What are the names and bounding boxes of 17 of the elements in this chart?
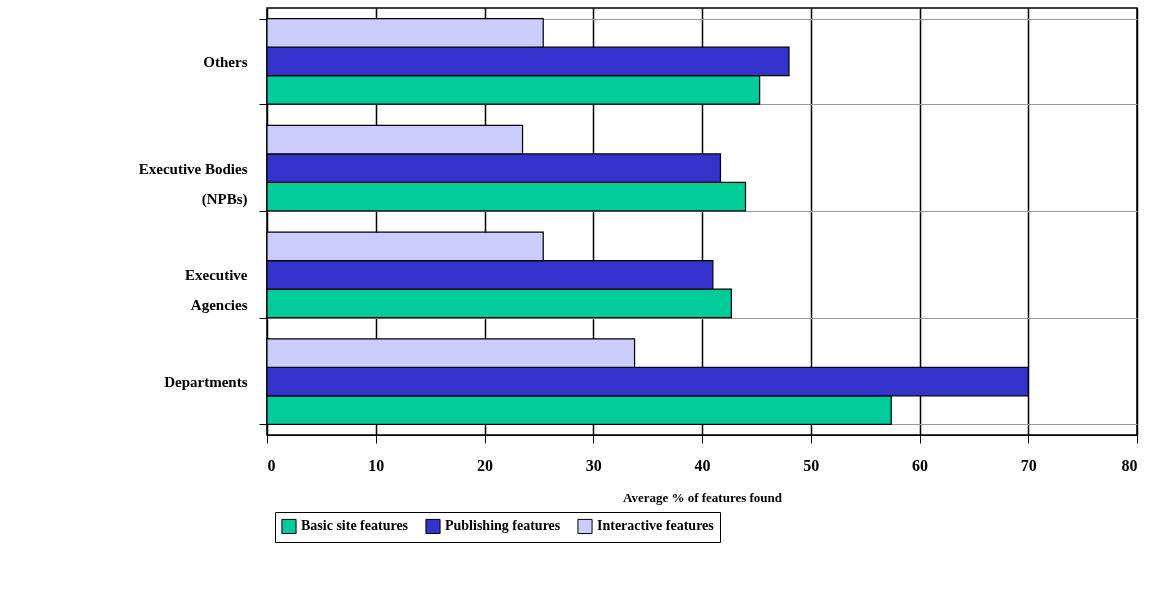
y-tick-label: Executive Bodies (NPBs)	[138, 160, 248, 208]
y-tick-label: Others	[203, 53, 248, 70]
x-tick-label: 40	[694, 456, 711, 474]
x-tick-label: 30	[585, 456, 602, 474]
x-tick-label: 0	[267, 456, 276, 474]
y-tick-label: Departments	[164, 374, 248, 391]
x-tick-label: 70	[1020, 456, 1037, 474]
y-tick-label: Executive Agencies	[185, 267, 248, 314]
x-axis-title: Average % of features found	[622, 489, 783, 505]
x-tick-label: 80	[1121, 456, 1138, 474]
x-tick-label: 20	[477, 456, 493, 474]
x-tick-label: 50	[803, 456, 820, 474]
legend-label: Interactive features	[597, 518, 715, 534]
legend-label: Basic site features	[301, 518, 409, 534]
legend-label: Publishing features	[445, 518, 561, 534]
x-tick-label: 60	[912, 456, 928, 474]
x-tick-label: 10	[368, 456, 385, 474]
